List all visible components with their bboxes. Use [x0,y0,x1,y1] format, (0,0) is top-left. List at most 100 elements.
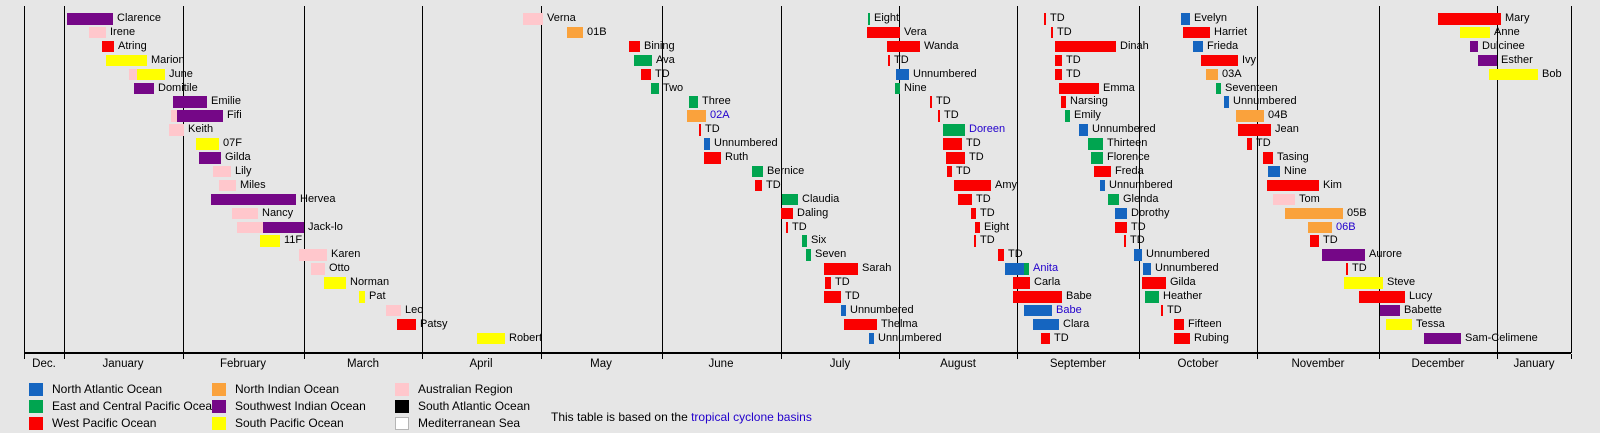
legend-swatch-yellow [212,417,226,430]
storm-label: Jack-lo [308,220,343,233]
storm-label: TD [1130,234,1145,247]
axis-tick [1497,354,1498,359]
storm-label: TD [1008,248,1023,261]
storm-bar [1005,263,1024,275]
month-label: June [708,358,734,370]
storm-label: Karen [331,248,361,261]
storm-label: Kim [1323,178,1342,191]
storm-bar [219,179,236,192]
storm-label: TD [1054,331,1069,344]
storm-bar [930,96,932,108]
storm-label: Pat [369,290,386,302]
storm-bar [825,277,831,289]
axis-tick [183,354,184,359]
axis-tick [304,354,305,359]
axis-tick [1379,354,1380,359]
storm-bar [359,291,365,303]
storm-label: Frieda [1207,39,1239,52]
storm-bar [1470,40,1478,53]
storm-label: Carla [1034,276,1061,289]
legend-label: Southwest Indian Ocean [235,399,366,413]
storm-bar [841,304,846,317]
storm-label: TD [845,290,860,302]
storm-label[interactable]: Anita [1033,262,1059,275]
storm-bar [1059,82,1099,94]
legend-label: East and Central Pacific Ocean [52,399,219,413]
storm-bar [1424,332,1461,345]
storm-bar [1091,152,1103,164]
month-label: Dec. [32,358,56,370]
storm-label: Verna [547,12,576,24]
storm-bar [651,82,659,94]
storm-label: 03A [1222,67,1242,80]
storm-bar [1115,221,1127,233]
storm-bar [523,13,543,25]
storm-bar [1268,165,1280,178]
month-gridline [899,6,900,353]
storm-bar [782,193,798,206]
storm-bar [704,152,721,164]
storm-label: Hervea [300,192,336,205]
storm-label: Irene [110,25,136,38]
storm-bar [177,110,223,122]
storm-bar [1183,26,1210,39]
storm-bar [824,291,841,303]
storm-label: TD [980,234,995,247]
storm-label: Gilda [225,151,251,163]
storm-label: TD [1066,67,1081,80]
storm-bar [974,235,976,247]
storm-bar [958,193,972,206]
storm-label: TD [1167,303,1182,316]
month-label: August [940,358,976,370]
storm-bar [1142,277,1166,289]
storm-label: Vera [904,25,927,38]
storm-bar [1134,249,1142,261]
storm-label: Ava [656,53,675,66]
storm-bar [237,221,263,233]
storm-label: TD [1323,234,1338,247]
storm-label: Keith [188,123,214,136]
storm-bar [1193,40,1203,53]
storm-bar [260,235,280,247]
storm-bar [1247,138,1252,150]
month-gridline [541,6,542,353]
storm-bar [699,124,701,136]
storm-label: Harriet [1214,25,1248,38]
storm-bar [1108,193,1119,206]
storm-bar [1051,26,1053,39]
storm-label: Domitile [158,81,198,94]
storm-bar [1044,13,1046,25]
storm-label: Fifteen [1188,317,1222,330]
storm-bar [67,13,113,25]
storm-label: 11F [284,234,303,247]
storm-label: Eight [874,12,900,24]
storm-bar [199,152,221,164]
storm-bar [211,193,296,206]
storm-label[interactable]: Babe [1056,303,1082,316]
axis-tick [781,354,782,359]
storm-bar [802,235,807,247]
storm-bar [1124,235,1126,247]
storm-bar [867,26,900,39]
storm-label: Unnumbered [1109,178,1173,191]
time-axis-line [24,352,1571,354]
axis-tick [1257,354,1258,359]
storm-label: TD [1057,25,1072,38]
storm-label[interactable]: Doreen [969,123,1006,136]
storm-bar [324,277,346,289]
storm-label: Amy [995,178,1017,191]
month-gridline [1139,6,1140,353]
month-gridline [1017,6,1018,353]
month-gridline [64,6,65,353]
legend-label: North Atlantic Ocean [52,382,163,396]
storm-label[interactable]: 06B [1336,220,1356,233]
storm-label[interactable]: 02A [710,109,730,122]
month-gridline [1379,6,1380,353]
storm-bar [1344,277,1383,289]
tropical-cyclone-basins-link[interactable]: tropical cyclone basins [691,410,812,424]
month-gridline [781,6,782,353]
storm-label: Robert [509,331,543,344]
storm-label: Tessa [1416,317,1445,330]
storm-bar [946,152,965,164]
storm-bar [1061,96,1066,108]
